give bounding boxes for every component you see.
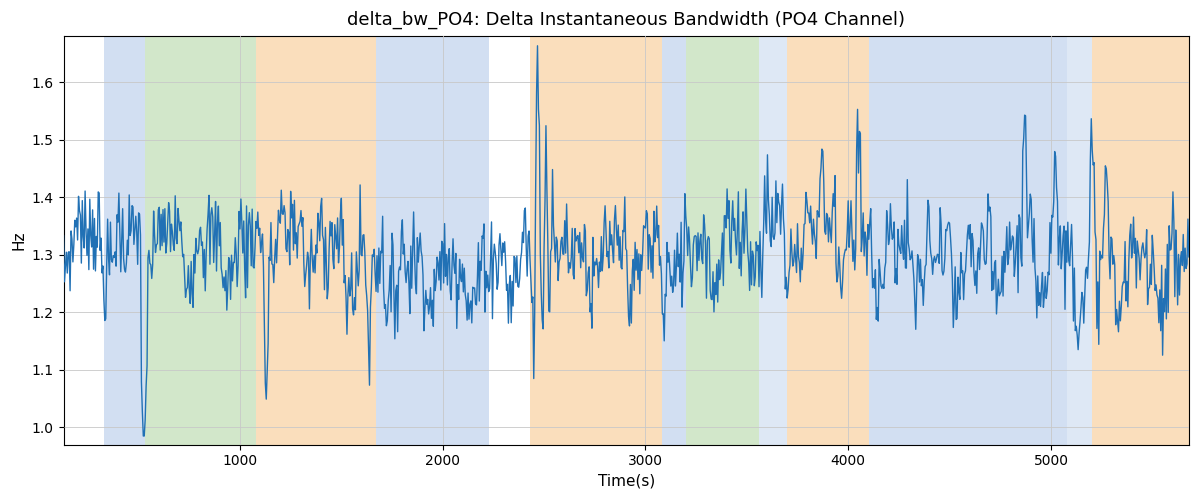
Bar — [1067, 36, 1092, 445]
Bar — [661, 36, 686, 445]
Bar — [686, 36, 760, 445]
Bar — [787, 36, 869, 445]
Bar — [376, 36, 490, 445]
Bar — [145, 36, 256, 445]
Y-axis label: Hz: Hz — [11, 230, 26, 250]
Bar — [1092, 36, 1189, 445]
Bar — [869, 36, 1067, 445]
Bar — [530, 36, 661, 445]
X-axis label: Time(s): Time(s) — [598, 474, 655, 489]
Bar — [256, 36, 376, 445]
Bar — [760, 36, 787, 445]
Bar — [104, 36, 145, 445]
Title: delta_bw_PO4: Delta Instantaneous Bandwidth (PO4 Channel): delta_bw_PO4: Delta Instantaneous Bandwi… — [347, 11, 905, 30]
